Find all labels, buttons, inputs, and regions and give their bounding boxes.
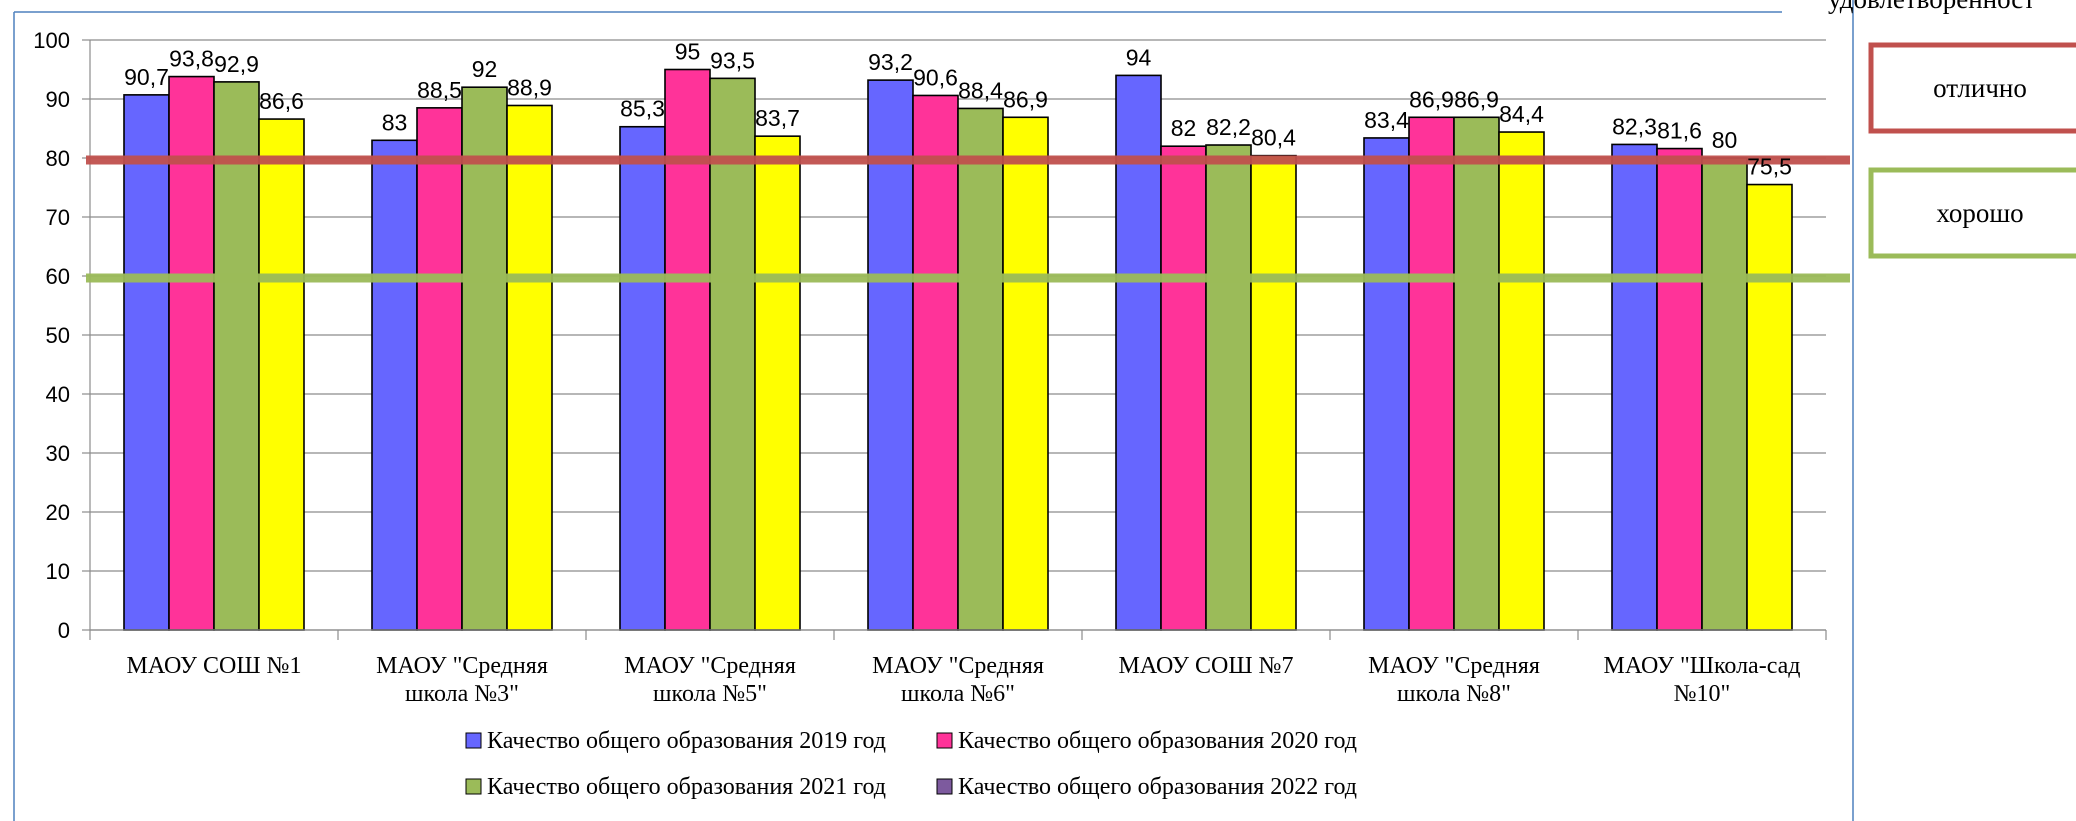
bar-series-4 bbox=[1250, 154, 1297, 631]
rating-box bbox=[1868, 42, 2076, 134]
category-label: МАОУ "Средняя bbox=[624, 653, 796, 679]
bar-series-3 bbox=[213, 81, 260, 631]
y-axis: 0 10 20 30 40 50 60 70 80 90 100 bbox=[33, 28, 91, 643]
category-label: МАОУ "Средняя bbox=[872, 653, 1044, 679]
category-label: МАОУ "Средняя bbox=[376, 653, 548, 679]
y-tick-label: 0 bbox=[58, 618, 70, 643]
legend-label: Качество общего образования 2022 год bbox=[958, 774, 1357, 800]
bar-series-1 bbox=[1115, 74, 1162, 631]
bar-series-1 bbox=[619, 125, 666, 631]
bar-series-4 bbox=[754, 135, 801, 631]
chart-frame bbox=[13, 0, 1854, 821]
y-tick-label: 60 bbox=[46, 264, 70, 289]
bar-series-2 bbox=[1408, 116, 1455, 631]
y-tick-label: 50 bbox=[46, 323, 70, 348]
category-label: №10" bbox=[1674, 681, 1731, 707]
data-label: 95 bbox=[675, 39, 701, 65]
data-label: 86,9 bbox=[1409, 86, 1454, 112]
reference-lines bbox=[86, 155, 1850, 283]
data-label: 81,6 bbox=[1657, 118, 1702, 144]
bar-series-3 bbox=[461, 86, 508, 631]
category-label: школа №8" bbox=[1397, 681, 1511, 707]
y-tick-label: 30 bbox=[46, 441, 70, 466]
bar-series-3 bbox=[957, 107, 1004, 631]
rating-box bbox=[1868, 167, 2076, 259]
data-label: 92 bbox=[472, 56, 498, 82]
bar-series-4 bbox=[1498, 131, 1545, 631]
y-tick-label: 70 bbox=[46, 205, 70, 230]
legend: Качество общего образования 2019 год Каче… bbox=[465, 728, 1357, 800]
category-label: МАОУ "Школа-сад bbox=[1603, 653, 1800, 679]
category-label: МАОУ СОШ №7 bbox=[1119, 653, 1294, 679]
data-label: 83,4 bbox=[1364, 107, 1409, 133]
data-label: 86,9 bbox=[1003, 86, 1048, 112]
data-label: 93,2 bbox=[868, 49, 913, 75]
bar-series-2 bbox=[416, 107, 463, 631]
data-label: 86,6 bbox=[259, 88, 304, 114]
category-label: МАОУ "Средняя bbox=[1368, 653, 1540, 679]
bar-series-2 bbox=[1656, 147, 1703, 631]
rating-box-label: отлично bbox=[1933, 73, 2027, 103]
bar-series-4 bbox=[258, 118, 305, 631]
data-label: 93,5 bbox=[710, 47, 755, 73]
data-label: 80 bbox=[1712, 127, 1738, 153]
category-label: МАОУ СОШ №1 bbox=[127, 653, 302, 679]
bar-series-3 bbox=[1205, 144, 1252, 631]
legend-swatch bbox=[465, 778, 482, 795]
data-label: 93,8 bbox=[169, 46, 214, 72]
data-label: 88,4 bbox=[958, 77, 1003, 103]
y-tick-label: 90 bbox=[46, 87, 70, 112]
data-label: 88,9 bbox=[507, 74, 552, 100]
bar-series-2 bbox=[1160, 145, 1207, 631]
bar-series-3 bbox=[1701, 157, 1748, 631]
y-tick-label: 10 bbox=[46, 559, 70, 584]
legend-swatch bbox=[465, 732, 482, 749]
data-label: 82 bbox=[1171, 115, 1197, 141]
legend-swatch bbox=[936, 778, 953, 795]
y-tick-label: 80 bbox=[46, 146, 70, 171]
bar-series-2 bbox=[912, 94, 959, 631]
data-label: 94 bbox=[1126, 44, 1152, 70]
bar-series-1 bbox=[1611, 143, 1658, 631]
side-panel: удовлетворенност отлично хорошо bbox=[1828, 0, 2076, 259]
data-label: 88,5 bbox=[417, 77, 462, 103]
data-label: 85,3 bbox=[620, 96, 665, 122]
category-label: школа №6" bbox=[901, 681, 1015, 707]
data-label: 80,4 bbox=[1251, 125, 1296, 151]
y-tick-label: 100 bbox=[33, 28, 70, 53]
bars bbox=[123, 68, 1793, 631]
category-label: школа №5" bbox=[653, 681, 767, 707]
data-label: 75,5 bbox=[1747, 154, 1792, 180]
y-tick-label: 20 bbox=[46, 500, 70, 525]
y-tick-label: 40 bbox=[46, 382, 70, 407]
bar-series-4 bbox=[1746, 183, 1793, 631]
data-label: 82,3 bbox=[1612, 113, 1657, 139]
bar-series-3 bbox=[1453, 116, 1500, 631]
data-label: 83,7 bbox=[755, 105, 800, 131]
bar-series-1 bbox=[123, 94, 170, 631]
data-label: 86,9 bbox=[1454, 86, 1499, 112]
bar-series-1 bbox=[1363, 137, 1410, 631]
bar-series-4 bbox=[506, 104, 553, 631]
legend-swatch bbox=[936, 732, 953, 749]
data-label: 90,6 bbox=[913, 64, 958, 90]
bar-series-2 bbox=[664, 68, 711, 631]
legend-label: Качество общего образования 2020 год bbox=[958, 728, 1357, 754]
category-label: школа №3" bbox=[405, 681, 519, 707]
legend-label: Качество общего образования 2021 год bbox=[487, 774, 886, 800]
data-label: 92,9 bbox=[214, 51, 259, 77]
bar-series-4 bbox=[1002, 116, 1049, 631]
data-label: 82,2 bbox=[1206, 114, 1251, 140]
side-panel-partial-caption: удовлетворенност bbox=[1828, 0, 2035, 14]
data-labels: 90,7 83 85,3 93,2 94 83,4 82,3 93,8 88,5 95 90,6 82… bbox=[124, 39, 1792, 180]
rating-box-label: хорошо bbox=[1936, 198, 2023, 228]
data-label: 90,7 bbox=[124, 64, 169, 90]
bar-series-1 bbox=[371, 139, 418, 631]
data-label: 83 bbox=[382, 109, 408, 135]
legend-label: Качество общего образования 2019 год bbox=[487, 728, 886, 754]
data-label: 84,4 bbox=[1499, 101, 1544, 127]
